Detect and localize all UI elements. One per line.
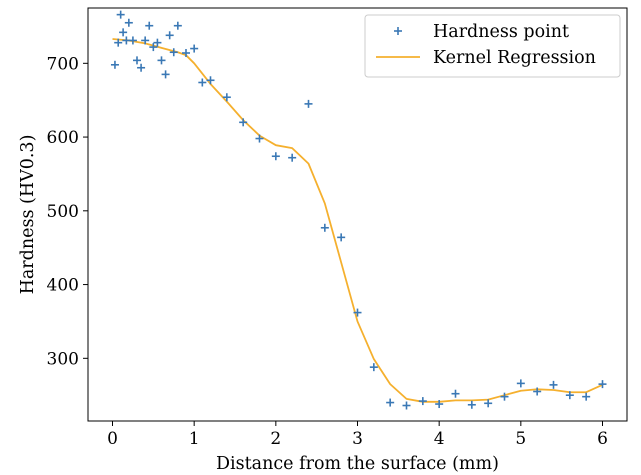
y-tick-label: 500 <box>47 202 79 222</box>
hardness-point <box>549 380 558 389</box>
hardness-point <box>582 392 591 401</box>
hardness-point <box>119 28 128 37</box>
hardness-point <box>239 118 248 127</box>
hardness-point <box>161 70 170 79</box>
hardness-point <box>451 389 460 398</box>
hardness-point <box>153 38 162 47</box>
hardness-point <box>133 56 141 65</box>
x-tick-label: 2 <box>270 429 281 449</box>
hardness-point <box>467 400 476 409</box>
hardness-point <box>141 36 150 45</box>
hardness-point <box>149 43 158 52</box>
x-tick-label: 6 <box>597 429 608 449</box>
y-tick-label: 300 <box>47 349 79 369</box>
hardness-point <box>145 21 154 30</box>
hardness-point <box>271 152 280 161</box>
hardness-point <box>198 78 207 87</box>
y-axis-label: Hardness (HV0.3) <box>18 135 38 295</box>
hardness-point <box>288 153 297 162</box>
hardness-point <box>337 233 346 242</box>
x-tick-label: 1 <box>189 429 200 449</box>
hardness-point <box>369 363 378 372</box>
hardness-point <box>386 398 395 407</box>
hardness-point <box>137 63 146 72</box>
x-tick-label: 4 <box>434 429 445 449</box>
hardness-point <box>157 56 166 65</box>
hardness-point <box>124 18 133 27</box>
hardness-point <box>128 36 137 45</box>
ticks-layer: 0 1 2 3 4 5 6 300 400 500 600 700 <box>47 54 608 449</box>
hardness-point <box>304 99 313 108</box>
hardness-point <box>255 134 264 143</box>
hardness-point <box>110 60 119 69</box>
legend-marker-hardness-point <box>394 27 402 35</box>
hardness-point <box>516 379 525 388</box>
hardness-point <box>402 401 411 410</box>
hardness-point <box>533 387 542 396</box>
hardness-point <box>353 308 362 317</box>
kernel-regression-line <box>112 38 603 403</box>
hardness-point <box>173 21 182 30</box>
y-tick-label: 600 <box>47 128 79 148</box>
y-tick-label: 700 <box>47 54 79 74</box>
hardness-point <box>182 48 190 57</box>
hardness-point <box>165 31 174 40</box>
hardness-point <box>222 93 231 102</box>
legend-label-hardness-point: Hardness point <box>433 22 569 42</box>
hardness-point <box>114 38 123 47</box>
hardness-point <box>418 397 427 406</box>
legend: Hardness point Kernel Regression <box>364 14 621 78</box>
hardness-point <box>598 380 607 389</box>
legend-box <box>364 14 621 78</box>
y-tick-label: 400 <box>47 276 79 296</box>
hardness-point <box>116 10 125 19</box>
series-layer <box>110 10 607 410</box>
hardness-point <box>500 392 509 401</box>
x-tick-label: 3 <box>352 429 363 449</box>
hardness-point <box>435 400 444 409</box>
hardness-point <box>320 223 329 232</box>
x-tick-label: 5 <box>515 429 526 449</box>
legend-plus-marker <box>394 27 402 35</box>
hardness-point <box>190 44 199 53</box>
legend-label-kernel-regression: Kernel Regression <box>433 48 596 68</box>
hardness-point <box>484 399 493 408</box>
x-tick-label: 0 <box>107 429 118 449</box>
hardness-point <box>206 76 215 85</box>
hardness-point <box>169 48 178 57</box>
x-axis-label: Distance from the surface (mm) <box>216 454 499 474</box>
hardness-point <box>565 391 574 400</box>
